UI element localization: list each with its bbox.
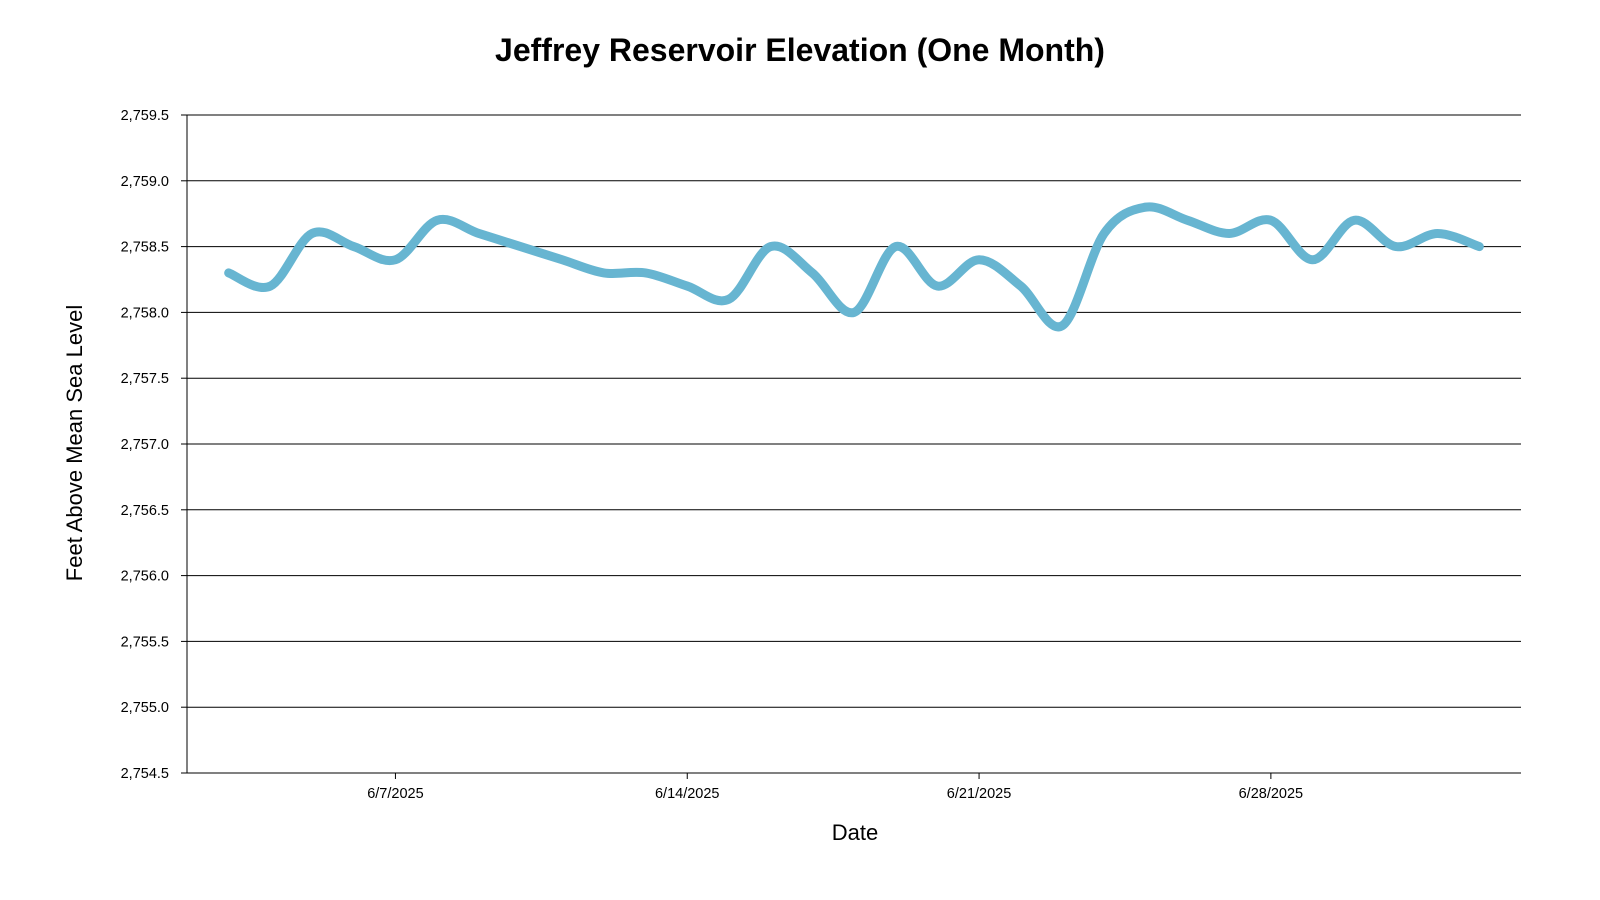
x-tick-label: 6/21/2025 (947, 786, 1012, 802)
x-tick-label: 6/28/2025 (1239, 786, 1304, 802)
y-axis-label: Feet Above Mean Sea Level (62, 305, 87, 581)
x-axis-label: Date (832, 820, 878, 845)
y-tick-label: 2,757.5 (121, 371, 169, 387)
x-axis-ticks: 6/7/2025 6/14/2025 6/21/2025 6/28/2025 (367, 773, 1303, 802)
y-tick-label: 2,758.0 (121, 305, 169, 321)
y-axis-ticks: 2,759.5 2,759.0 2,758.5 2,758.0 2,757.5 2,757… (121, 108, 187, 782)
y-tick-label: 2,754.5 (121, 766, 169, 782)
y-tick-label: 2,756.5 (121, 503, 169, 519)
gridlines (187, 114, 1521, 774)
y-tick-label: 2,755.5 (121, 634, 169, 650)
series-line (224, 202, 1484, 332)
y-tick-label: 2,756.0 (121, 569, 169, 585)
series-group (224, 202, 1484, 332)
chart-title: Jeffrey Reservoir Elevation (One Month) (495, 32, 1105, 68)
y-tick-label: 2,759.0 (121, 174, 169, 190)
x-tick-label: 6/7/2025 (367, 786, 423, 802)
y-tick-label: 2,759.5 (121, 108, 169, 124)
y-tick-label: 2,758.5 (121, 240, 169, 256)
y-tick-label: 2,757.0 (121, 437, 169, 453)
x-tick-label: 6/14/2025 (655, 786, 720, 802)
y-tick-label: 2,755.0 (121, 700, 169, 716)
